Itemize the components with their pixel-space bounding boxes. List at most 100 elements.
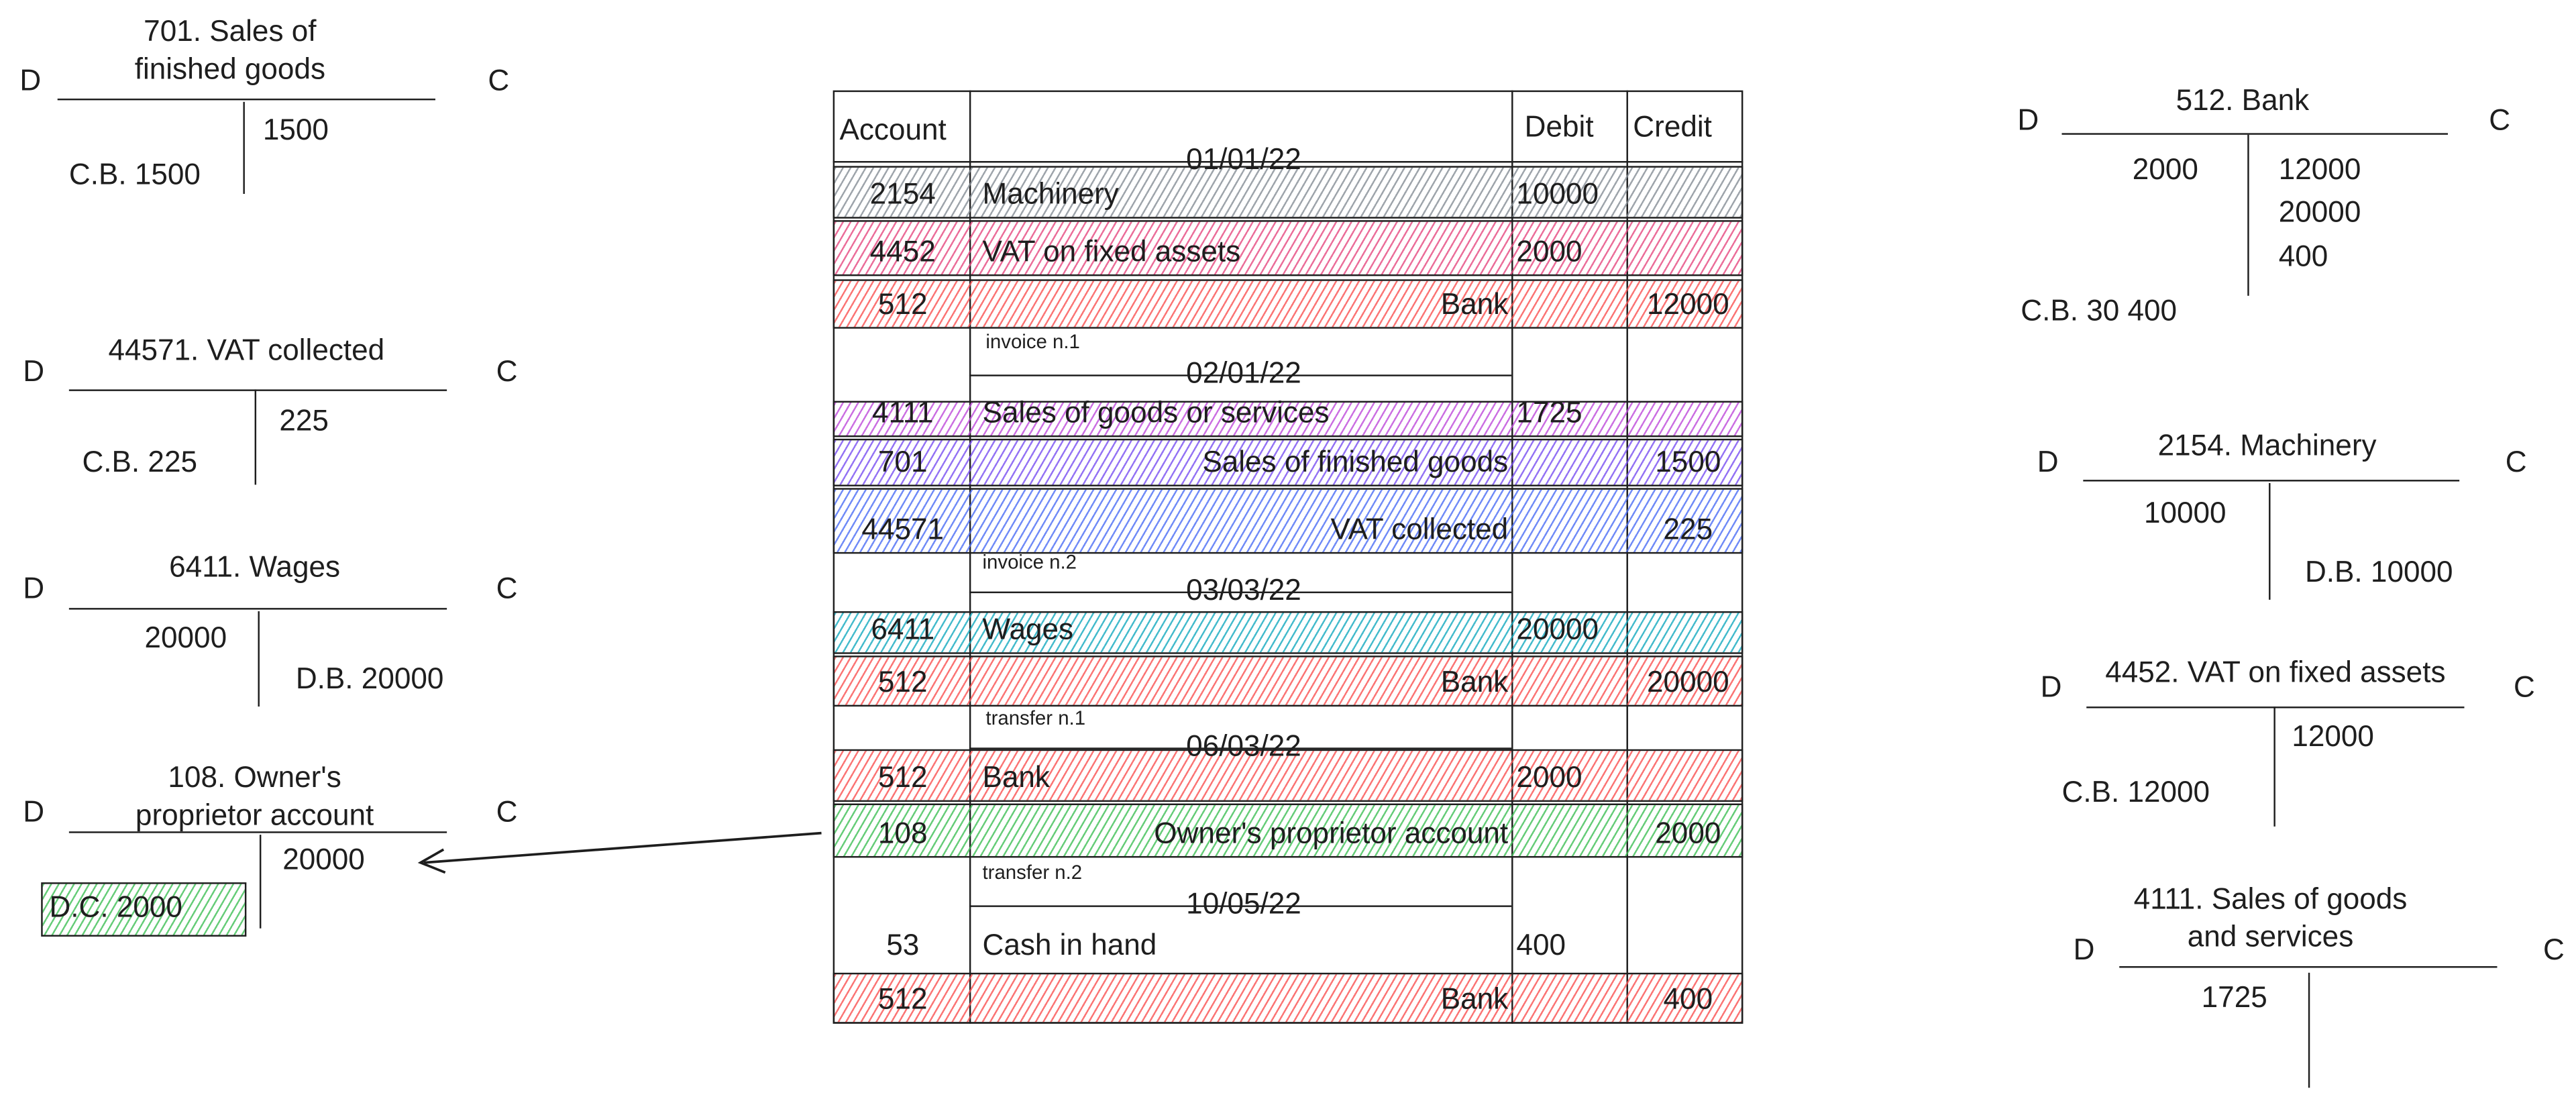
account-description: Bank (1440, 665, 1509, 698)
journal-row: 2154 Machinery 10000 (833, 166, 1743, 219)
t-account-title: 44571. VAT collected (108, 333, 385, 367)
header-credit: Credit (1633, 110, 1712, 144)
debit-side-label: D (2017, 103, 2039, 137)
t-account-hline (57, 98, 435, 101)
debit-amount (1516, 440, 1631, 484)
debit-amount: 2000 (1516, 760, 1582, 794)
credit-amount: 12000 (1647, 287, 1729, 321)
credit-side-label: C (496, 572, 518, 605)
debit-amount: 1725 (1516, 396, 1582, 429)
credit-side-label: C (496, 354, 518, 388)
t-account-hline (68, 608, 447, 610)
journal-row: 4452 VAT on fixed assets 2000 (833, 220, 1743, 276)
date-line (969, 905, 1512, 907)
credit-amount: 225 (1663, 513, 1713, 546)
debit-side-label: D (23, 572, 45, 605)
credit-side-label: C (2543, 933, 2565, 967)
account-description: VAT on fixed assets (982, 235, 1241, 268)
debit-side-label: D (23, 354, 45, 388)
debit-entry: 20000 (144, 621, 227, 654)
credit-entry: 400 (2278, 240, 2328, 273)
balance-label: D.C. 2000 (49, 890, 182, 924)
account-number: 4111 (871, 396, 934, 429)
credit-amount: 2000 (1655, 817, 1721, 850)
t-account-vline (2308, 972, 2310, 1088)
account-number: 6411 (871, 613, 935, 646)
credit-side-label: C (2513, 670, 2535, 704)
t-account-vline (2273, 706, 2275, 827)
account-number: 512 (877, 665, 928, 698)
credit-amount: 20000 (1647, 665, 1729, 698)
credit-entry: 225 (279, 404, 329, 437)
credit-entry: 1500 (262, 113, 329, 146)
date-line (969, 161, 1512, 163)
t-account-vline (2247, 134, 2249, 296)
arrow-line (423, 831, 822, 864)
column-divider (1511, 90, 1513, 1024)
credit-amount: 1500 (1655, 445, 1721, 478)
debit-entry: 10000 (2143, 496, 2226, 529)
journal-row: 512 Bank 400 (833, 972, 1743, 1024)
t-account-vline (254, 389, 257, 485)
t-account-title: 512. Bank (2176, 83, 2310, 117)
t-account-vline (2269, 483, 2271, 600)
account-description: Sales of goods or services (982, 396, 1330, 429)
credit-side-label: C (496, 795, 518, 829)
account-description: Sales of finished goods (1202, 445, 1509, 478)
journal-row: 512 Bank 2000 (833, 749, 1743, 802)
entry-date: 02/01/22 (1186, 356, 1301, 390)
column-divider (969, 90, 971, 1024)
entry-note: transfer n.1 (985, 706, 1086, 730)
t-account-vline (258, 611, 260, 707)
date-line (969, 374, 1512, 376)
account-description: Bank (982, 760, 1050, 794)
t-account-hline (2083, 480, 2460, 482)
debit-side-label: D (23, 795, 45, 829)
t-account-vline (259, 835, 262, 929)
debit-amount: 400 (1516, 928, 1566, 961)
debit-amount (1516, 281, 1631, 327)
t-account-title: 6411. Wages (169, 550, 341, 584)
account-description: Bank (1440, 287, 1509, 321)
credit-entry: 12000 (2292, 719, 2374, 753)
account-description: Cash in hand (982, 928, 1157, 961)
balance-label: D.B. 20000 (295, 662, 444, 695)
credit-side-label: C (2505, 445, 2527, 478)
t-account-hline (68, 831, 447, 833)
t-account-title: 701. Sales of finished goods (134, 15, 326, 85)
debit-amount: 2000 (1516, 235, 1582, 268)
column-divider (1626, 90, 1628, 1024)
account-description: VAT collected (1330, 513, 1509, 546)
account-description: Owner's proprietor account (1154, 817, 1509, 850)
account-number: 512 (877, 760, 928, 794)
entry-note: transfer n.2 (982, 861, 1083, 884)
balance-label: D.B. 10000 (2304, 555, 2453, 588)
t-account-hline (2119, 966, 2498, 968)
header-account: Account (839, 113, 947, 146)
account-number: 4452 (869, 235, 936, 268)
t-account-title: 4111. Sales of goods and services (2133, 882, 2408, 953)
account-description: Machinery (982, 177, 1119, 211)
credit-entry: 20000 (2278, 195, 2361, 229)
balance-label: C.B. 225 (82, 445, 197, 478)
date-line (969, 747, 1512, 749)
journal-row: 53 Cash in hand 400 (833, 908, 1743, 970)
debit-amount (1516, 805, 1631, 856)
entry-date: 06/03/22 (1186, 729, 1301, 763)
account-number: 512 (877, 982, 928, 1016)
debit-side-label: D (2040, 670, 2062, 704)
entry-date: 01/01/22 (1186, 143, 1301, 176)
credit-amount (1631, 222, 1745, 274)
journal-row: 512 Bank 20000 (833, 656, 1743, 707)
account-description: Bank (1440, 982, 1509, 1016)
account-description: Wages (982, 613, 1074, 646)
t-account-hline (2086, 706, 2465, 709)
credit-amount (1631, 910, 1745, 968)
debit-amount (1516, 490, 1631, 552)
credit-amount (1631, 403, 1745, 435)
account-number: 2154 (869, 177, 936, 211)
debit-entry: 1725 (2201, 981, 2267, 1014)
debit-entry: 2000 (2132, 152, 2198, 186)
